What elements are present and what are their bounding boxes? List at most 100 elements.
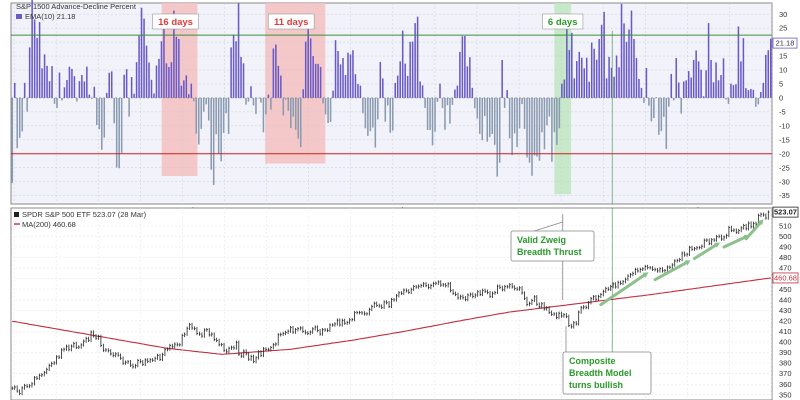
ad-bar [377, 97, 379, 120]
ad-bar [282, 97, 285, 116]
ad-bar [429, 97, 431, 131]
ad-bar [78, 81, 81, 98]
ad-bar [237, 3, 240, 98]
ad-bar [399, 61, 401, 98]
ad-bar [715, 62, 717, 98]
ad-bar [339, 64, 342, 98]
ad-bar [207, 97, 210, 121]
price-legend-title: SPDR S&P 500 ETF 523.07 (28 Mar) [22, 210, 147, 219]
ad-bar [242, 63, 245, 98]
price-y-tick-label: 500 [779, 232, 792, 241]
ad-bar [215, 97, 217, 135]
ad-bar [280, 75, 282, 98]
ad-bar [720, 75, 722, 98]
ad-bar [235, 41, 237, 98]
price-y-tick-label: 510 [779, 222, 792, 231]
ad-bar [583, 68, 586, 98]
ad-bar [222, 97, 225, 133]
ad-bar [41, 68, 43, 98]
ad-bar [309, 38, 312, 98]
trend-arrow-head-3 [713, 242, 720, 248]
ad-bar [46, 65, 48, 98]
ad-bar [635, 57, 638, 98]
ad-bar [329, 97, 332, 122]
ad-bar [444, 97, 446, 130]
ad-bar [73, 76, 76, 98]
ad-bar [267, 94, 270, 98]
ad-bar [653, 97, 655, 119]
ad-panel: 302520151050-5-10-15-20-25-30-35 OctNovD… [10, 0, 798, 215]
ad-bar [528, 97, 531, 163]
ad-bar [379, 61, 382, 98]
ad-bar [750, 88, 752, 98]
ad-legend: S&P 1500 Advance-Decline Percent EMA(10)… [16, 2, 137, 21]
ad-bar [705, 70, 707, 98]
ad-bar [396, 75, 399, 98]
ad-bar [508, 97, 511, 139]
ad-bar [252, 97, 255, 106]
annotation-zweig: Valid Zweig Breadth Thrust [510, 230, 595, 262]
trend-arrow-shaft-2 [653, 260, 689, 282]
ad-bar [546, 97, 548, 126]
ad-bar [419, 81, 421, 98]
ad-bar [374, 97, 377, 148]
ad-bar [491, 97, 493, 134]
price-y-tick-label: 480 [779, 253, 792, 262]
composite-callout-box [562, 351, 652, 395]
ad-bar [672, 97, 675, 101]
ad-bar [202, 97, 205, 112]
ad-bar [513, 97, 516, 134]
ad-bar [11, 97, 14, 184]
ad-bar [548, 97, 551, 117]
ad-bar [26, 97, 28, 112]
ad-bar [297, 97, 300, 139]
ad-bar [183, 80, 185, 98]
ad-bar [394, 82, 397, 98]
ad-bar [605, 78, 608, 98]
ad-bar [518, 97, 521, 129]
ad-bar [232, 34, 235, 98]
ad-bar [168, 66, 170, 98]
price-y-tick-label: 360 [779, 380, 792, 389]
ad-bar [43, 54, 46, 98]
ad-bar [220, 97, 222, 162]
ad-bar [406, 75, 409, 98]
ad-bar [150, 79, 153, 98]
ad-bar [334, 40, 337, 98]
ad-bar [389, 97, 392, 133]
zone-label-3: 6 days [548, 17, 578, 28]
ad-bar [461, 36, 464, 98]
ad-bar [558, 97, 561, 129]
ad-bar [439, 83, 441, 98]
price-y-tick-label: 390 [779, 348, 792, 357]
price-y-tick-label: 410 [779, 327, 792, 336]
ad-bar [165, 63, 168, 98]
ad-bar [578, 51, 581, 98]
ema-value-badge: 21.18 [772, 37, 798, 49]
ad-legend-ema: EMA(10) 21.18 [25, 12, 75, 21]
ad-bar [722, 58, 725, 98]
ad-bar [277, 65, 280, 98]
ad-bar [357, 83, 359, 98]
ad-bar [563, 79, 566, 98]
ad-bar [556, 97, 558, 145]
ad-y-tick-label: -25 [779, 163, 790, 172]
price-gridlines [11, 208, 772, 400]
ad-bar [322, 97, 324, 104]
ad-bar [670, 73, 673, 98]
zweig-line-2: Breadth Thrust [517, 247, 582, 257]
zweig-callout-box [510, 230, 595, 262]
ad-bar [717, 80, 720, 98]
ad-bar [488, 97, 491, 137]
ad-bar [312, 56, 314, 98]
ad-y-tick-label: 30 [779, 10, 787, 19]
ad-bar [466, 66, 469, 98]
ad-bar [496, 97, 498, 177]
ad-bar [623, 23, 625, 98]
ad-bar [227, 97, 230, 134]
ad-bar [337, 51, 339, 98]
ma-value-box [772, 272, 799, 284]
zone-label-1: 16 days [158, 17, 193, 28]
ad-bar [506, 90, 508, 98]
ad-bar [302, 89, 304, 98]
